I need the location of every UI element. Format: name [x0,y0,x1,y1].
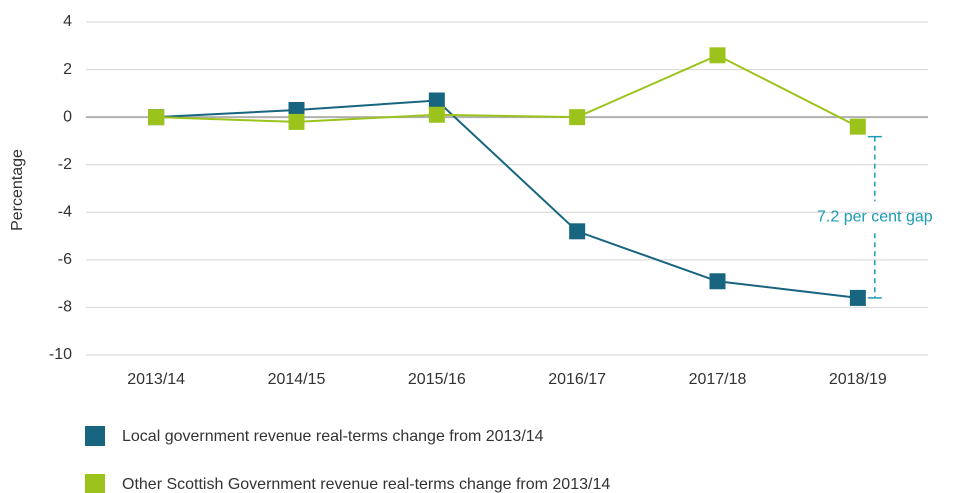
point-marker [849,289,866,306]
legend-swatch [85,474,105,493]
x-tick-label: 2013/14 [127,371,185,388]
series-line [156,99,858,299]
legend-swatch [85,426,105,446]
y-tick-label: 2 [63,61,72,78]
point-marker [288,113,305,130]
point-marker [569,109,586,126]
x-tick-label: 2017/18 [689,371,747,388]
x-tick-label: 2016/17 [548,371,606,388]
legend-label: Local government revenue real-terms chan… [122,428,544,445]
y-tick-label: 0 [63,108,72,125]
point-marker [428,92,445,109]
legend-label: Other Scottish Government revenue real-t… [122,476,610,493]
point-marker [849,118,866,135]
annotation: 7.2 per cent gap [817,209,933,226]
x-tick-label: 2015/16 [408,371,466,388]
point-marker [709,47,726,64]
y-tick-label: -2 [58,156,72,173]
x-tick-label: 2014/15 [268,371,326,388]
y-tick-label: -4 [58,204,72,221]
series-line [156,54,859,128]
y-axis-label: Percentage [9,149,26,231]
point-marker [569,223,586,240]
y-tick-label: -8 [58,299,72,316]
y-tick-label: -10 [49,346,72,363]
x-tick-label: 2018/19 [829,371,887,388]
point-marker [428,106,445,123]
y-tick-label: -6 [58,251,72,268]
point-marker [148,109,165,126]
point-marker [709,273,726,290]
y-tick-label: 4 [63,13,72,30]
